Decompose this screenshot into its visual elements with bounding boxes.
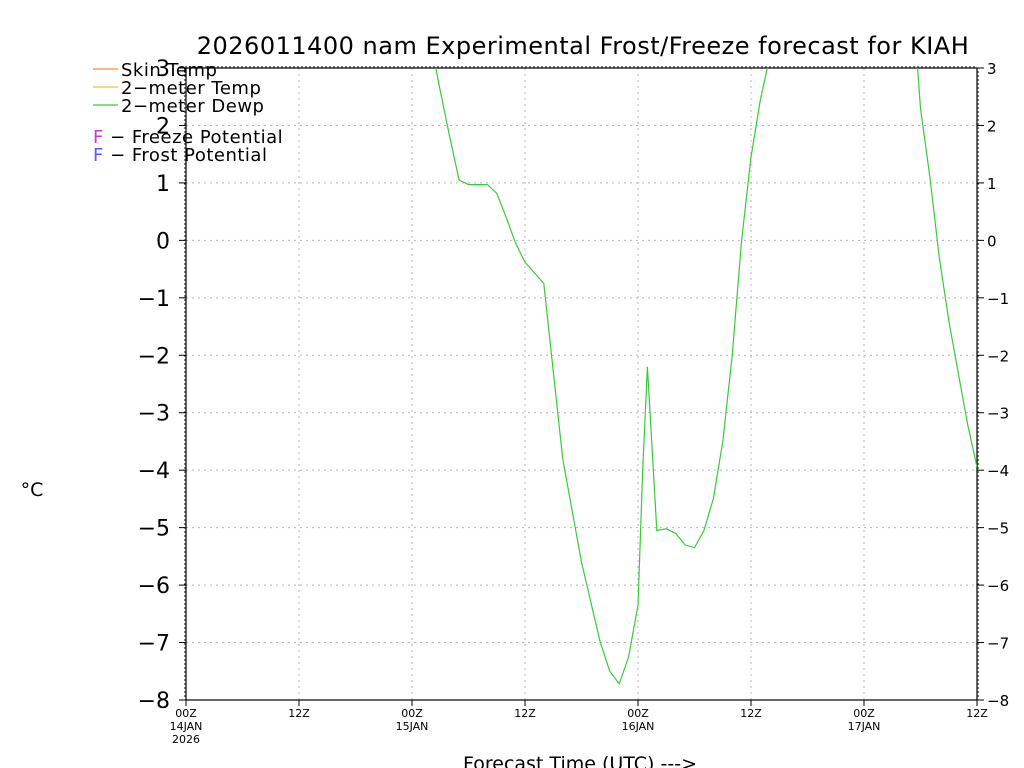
y-tick-label-right: 1 [987, 175, 997, 193]
y-tick-label-left: −5 [138, 517, 170, 542]
x-tick-label: 12Z [966, 707, 988, 720]
series-layer [435, 68, 977, 686]
legend-potential-text: − Frost Potential [104, 145, 268, 166]
y-tick-label-left: −1 [138, 287, 170, 312]
legend-label-2: 2−meter Dewp [121, 96, 264, 117]
y-tick-label-right: −8 [987, 692, 1009, 710]
y-tick-label-left: 2 [156, 114, 170, 139]
y-tick-label-right: −1 [987, 290, 1009, 308]
y-tick-label-right: −4 [987, 462, 1009, 480]
y-tick-label-right: 2 [987, 117, 997, 135]
legend-label-1: 2−meter Temp [121, 78, 261, 99]
y-tick-label-left: −4 [138, 459, 170, 484]
x-tick-label: 00Z [175, 707, 197, 720]
plot-frame [185, 67, 978, 701]
series-line-dewpoint [435, 68, 768, 686]
y-tick-label-right: −2 [987, 347, 1009, 365]
x-axis-title: Forecast Time (UTC) ---> [463, 753, 697, 768]
legend-potential-text: − Freeze Potential [104, 127, 283, 148]
series-line-dewpoint [916, 68, 977, 468]
x-tick-label: 12Z [288, 707, 310, 720]
x-tick-label: 00Z [627, 707, 649, 720]
x-tick-label: 15JAN [396, 720, 429, 733]
y-tick-label-right: −7 [987, 635, 1009, 653]
legend-potential-letter: F [93, 127, 104, 148]
x-tick-label: 17JAN [848, 720, 881, 733]
y-tick-label-left: −7 [138, 632, 170, 657]
x-tick-label: 12Z [514, 707, 536, 720]
y-tick-label-left: −6 [138, 574, 170, 599]
x-tick-label: 00Z [853, 707, 875, 720]
chart-title: 2026011400 nam Experimental Frost/Freeze… [197, 32, 970, 60]
x-tick-label: 12Z [740, 707, 762, 720]
grid-layer [186, 68, 977, 700]
y-tick-label-left: 0 [156, 229, 170, 254]
y-tick-label-left: 3 [156, 57, 170, 82]
y-tick-label-right: 0 [987, 232, 997, 250]
legend-label-0: Skin Temp [121, 60, 217, 81]
legend-potential-1: F − Frost Potential [93, 145, 267, 166]
y-tick-label-left: −3 [138, 402, 170, 427]
x-tick-label: 2026 [172, 733, 200, 746]
axes-layer: 3 3 2 2 1 1 0 0 −1 −1 −2 −2 −3 −3 −4 −4 −5 −5 −6 −6 −7 −7 −8 −8… [138, 57, 1010, 746]
y-axis-title: °C [21, 479, 44, 501]
y-tick-label-right: −6 [987, 577, 1009, 595]
y-tick-label-left: −8 [138, 689, 170, 714]
x-tick-label: 14JAN [170, 720, 203, 733]
x-tick-label: 00Z [401, 707, 423, 720]
legend-potential-0: F − Freeze Potential [93, 127, 283, 148]
x-tick-label: 16JAN [622, 720, 655, 733]
y-tick-label-right: −5 [987, 520, 1009, 538]
y-tick-label-right: −3 [987, 405, 1009, 423]
legend-potential-letter: F [93, 145, 104, 166]
y-tick-label-left: 1 [156, 172, 170, 197]
y-tick-label-left: −2 [138, 344, 170, 369]
y-tick-label-right: 3 [987, 60, 997, 78]
